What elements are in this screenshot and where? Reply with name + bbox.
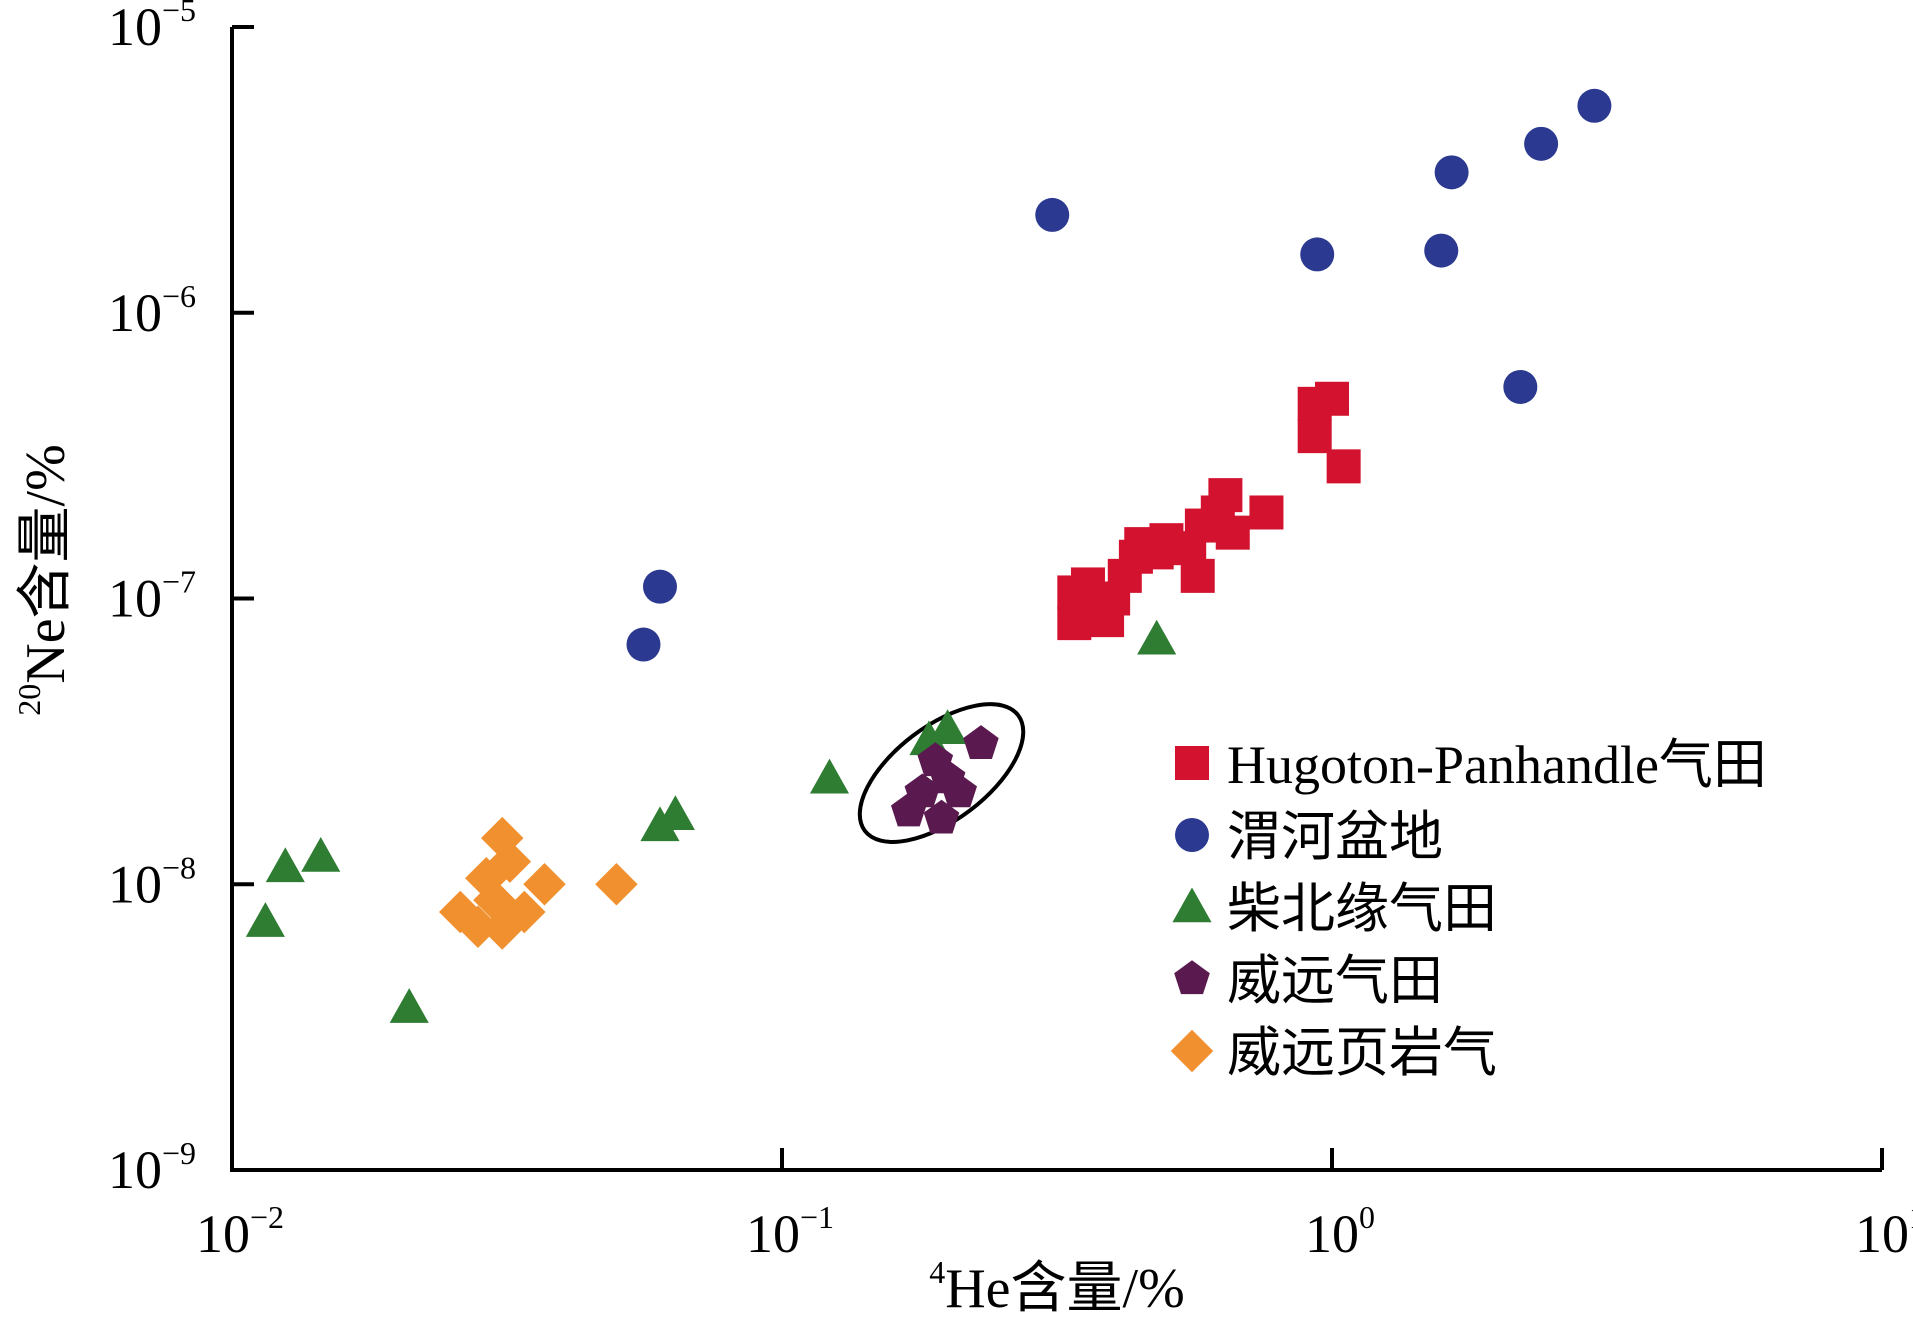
triangle-point [389,988,429,1023]
x-tick-label: 10−2 [196,1199,284,1264]
pentagon-point [941,773,977,808]
series-square [1057,381,1361,641]
triangle-point [265,847,305,883]
y-tick-label: 10−6 [108,278,196,343]
square-point [1326,449,1361,484]
series-circle [626,88,1612,662]
diamond-point [595,863,638,906]
circle-point [1577,88,1612,123]
legend-label: 渭河盆地 [1227,807,1443,867]
y-axis-title: 20Ne含量/% [11,444,77,716]
data-points [245,88,1612,1023]
square-point [1249,495,1284,530]
triangle-point [245,902,285,937]
circle-point [1300,237,1335,272]
ellipse-annotation [857,702,1026,844]
triangle-point [301,837,341,872]
y-tick-label: 10−8 [108,849,196,914]
circle-point [642,569,677,604]
circle-point [1524,126,1559,161]
circle-point [1503,369,1538,404]
diamond-point [488,840,532,883]
legend-label: Hugoton-Panhandle气田 [1227,735,1767,795]
diamond-point [523,863,566,906]
triangle-point [928,709,968,745]
y-tick-label: 10−5 [108,0,196,57]
tick-labels: 10−2 10−1 100 101 10−9 10−8 10−7 10−6 10−5 [108,0,1913,1264]
circle-point [626,627,661,662]
circle-point [1434,155,1469,190]
annotations [857,702,1026,844]
legend-marker-triangle [1172,887,1212,923]
y-tick-label: 10−9 [108,1135,196,1200]
square-point [1297,419,1332,454]
x-axis-title: 4He含量/% [929,1254,1185,1320]
axes [230,25,1884,1172]
triangle-point [809,758,850,794]
circle-point [1424,233,1459,268]
x-tick-label: 10−1 [746,1199,834,1264]
legend-label: 柴北缘气田 [1227,879,1497,939]
triangle-point [655,795,695,831]
triangle-point [1137,619,1177,655]
pentagon-point [923,799,960,834]
legend-marker-circle [1175,818,1209,852]
x-tick-label: 100 [1305,1199,1375,1264]
series-diamond [438,816,638,950]
axis-titles: 4He含量/% 20Ne含量/% [11,444,1185,1320]
legend-marker-diamond [1170,1029,1214,1073]
pentagon-point [963,725,999,759]
legend-label: 威远气田 [1227,951,1443,1011]
y-tick-label: 10−7 [108,564,196,629]
diamond-point [456,905,500,949]
x-tick-label: 101 [1855,1199,1913,1264]
pentagon-point [904,773,941,808]
series-pentagon [891,725,999,834]
diamond-point [503,890,546,934]
circle-point [1035,197,1070,232]
square-point [1180,558,1215,593]
series-triangle [245,619,1177,1023]
square-point [1208,478,1243,513]
square-point [1215,515,1250,550]
legend-label: 威远页岩气 [1227,1023,1497,1083]
legend-marker-pentagon [1174,960,1210,995]
legend-marker-square [1175,746,1209,780]
square-point [1315,381,1349,416]
